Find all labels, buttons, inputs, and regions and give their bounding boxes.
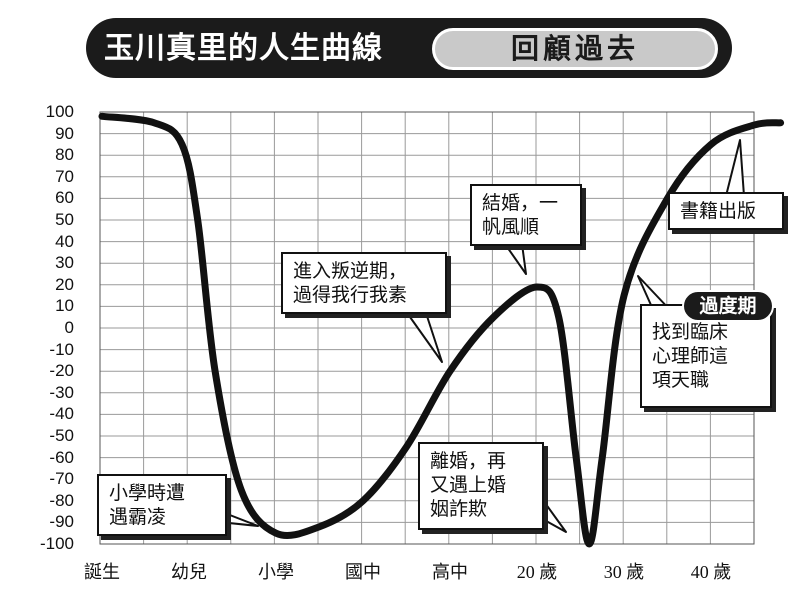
y-tick-label: -10: [49, 339, 74, 359]
x-tick-label: 40 歲: [690, 562, 732, 582]
annotation-rebellion: 進入叛逆期， 過得我行我素: [281, 252, 447, 314]
life-curve-line: [98, 112, 785, 548]
y-tick-label: -30: [49, 382, 74, 402]
x-tick-label: 誕生: [84, 562, 120, 582]
y-tick-label: 100: [45, 102, 74, 121]
y-tick-label: -90: [49, 512, 74, 532]
y-tick-label: -50: [49, 426, 74, 445]
y-tick-label: 10: [55, 296, 74, 316]
annotation-divorce: 離婚，再 又遇上婚 姻詐欺: [418, 442, 544, 530]
y-tick-label: 30: [55, 253, 74, 273]
section-label: 回顧過去: [432, 28, 718, 70]
transition-badge: 過度期: [682, 290, 774, 322]
callout-pointer: [504, 243, 527, 275]
callout-pointer: [404, 309, 443, 363]
y-tick-label: -100: [39, 534, 74, 553]
x-tick-label: 高中: [432, 562, 468, 582]
y-tick-label: 90: [55, 123, 74, 143]
y-tick-label: -80: [49, 490, 74, 510]
y-tick-label: 50: [55, 210, 74, 229]
x-tick-label: 幼兒: [171, 562, 207, 582]
y-tick-label: 70: [55, 166, 74, 186]
y-tick-label: 60: [55, 188, 74, 208]
annotation-bullying: 小學時遭 遇霸凌: [97, 474, 227, 536]
x-tick-label: 20 歲: [516, 562, 558, 582]
y-tick-label: 80: [55, 145, 74, 165]
annotation-marriage: 結婚，一 帆風順: [470, 184, 582, 246]
callout-pointer: [725, 139, 745, 197]
annotation-book-published: 書籍出版: [668, 192, 784, 230]
y-tick-label: 40: [55, 231, 74, 251]
y-tick-label: -70: [49, 469, 74, 489]
x-tick-label: 小學: [258, 562, 294, 582]
x-tick-label: 30 歲: [603, 562, 645, 582]
y-tick-label: 0: [64, 318, 74, 337]
y-tick-label: 20: [55, 274, 74, 294]
y-tick-label: -40: [49, 404, 74, 424]
y-tick-label: -60: [49, 447, 74, 467]
x-tick-label: 國中: [345, 562, 381, 582]
y-tick-label: -20: [49, 361, 74, 381]
chart-title: 玉川真里的人生曲線: [104, 31, 383, 66]
